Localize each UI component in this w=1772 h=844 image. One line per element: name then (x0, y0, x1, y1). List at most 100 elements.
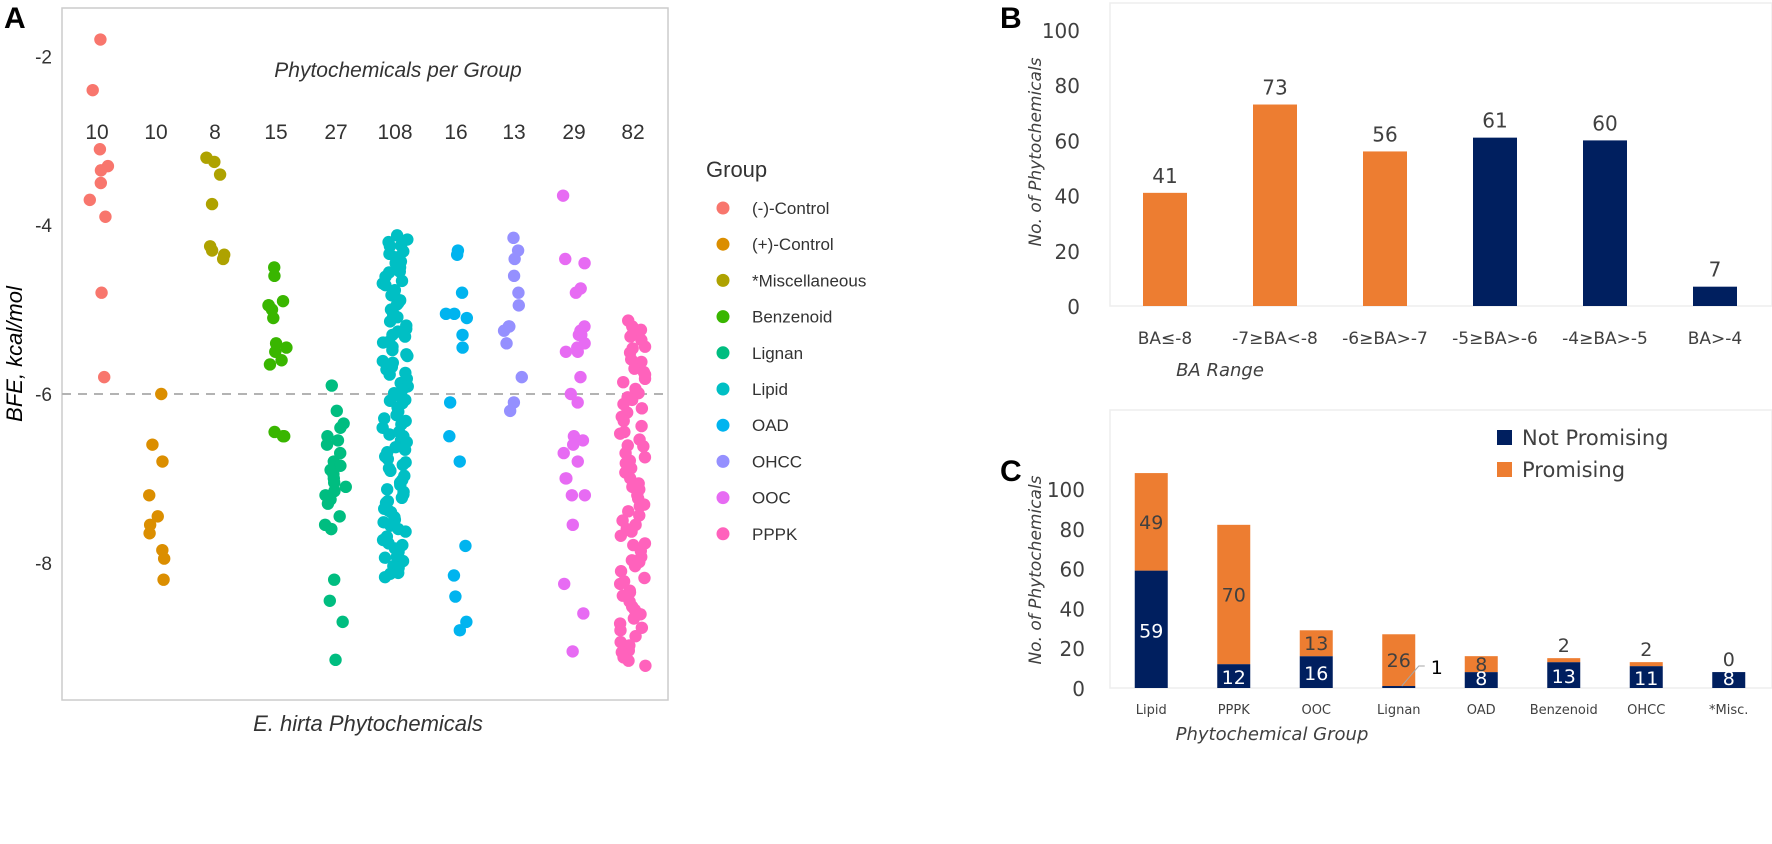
panel-c-y-axis-label: No. of Phytochemicals (1026, 475, 1046, 664)
panel-c-y-tick-label: 80 (1060, 518, 1085, 542)
panel-a-data-point (512, 286, 525, 299)
panel-c-data-label-promising: 2 (1558, 635, 1570, 657)
panel-a-data-point (383, 428, 396, 441)
panel-a-data-point (614, 565, 628, 578)
panel-a-data-point (83, 193, 96, 207)
panel-a-data-point (453, 624, 467, 637)
panel-a-data-point (334, 459, 347, 472)
panel-a-data-point (336, 615, 349, 629)
panel-a-data-point (320, 438, 334, 451)
panel-a-group-count: 27 (324, 121, 347, 144)
panel-b-y-tick-label: 20 (1055, 240, 1080, 264)
panel-a-legend-label: *Miscellaneous (752, 271, 866, 290)
panel-a-letter: A (4, 2, 26, 35)
panel-a-data-point (146, 438, 159, 451)
panel-a-data-point (396, 458, 409, 472)
panel-a-data-point (617, 414, 630, 428)
panel-a-legend-marker (716, 491, 730, 505)
panel-b-bar (1583, 140, 1627, 306)
panel-c-y-tick-label: 40 (1060, 597, 1085, 621)
panel-b-y-axis-label: No. of Phytochemicals (1026, 57, 1046, 246)
panel-a-data-point (324, 522, 338, 536)
panel-c-data-label-not-promising: 12 (1222, 667, 1246, 689)
panel-a-data-point (98, 370, 111, 384)
panel-a-data-point (276, 430, 290, 443)
panel-a-group-count: 13 (502, 121, 525, 144)
panel-a-data-point (453, 455, 466, 468)
panel-a-data-point (323, 594, 336, 607)
panel-a-data-point (208, 155, 221, 169)
panel-c-x-tick-label: Lignan (1377, 703, 1421, 718)
panel-a-data-point (557, 446, 570, 460)
panel-b-plot-frame (1109, 2, 1772, 307)
panel-a-data-point (455, 286, 469, 299)
panel-a-data-point (263, 358, 277, 371)
panel-a-data-point (558, 577, 571, 591)
panel-a-data-point (395, 274, 409, 288)
panel-a-data-point (381, 452, 395, 466)
panel-a-legend-label: (+)-Control (752, 235, 834, 254)
panel-a-data-point (94, 33, 107, 46)
panel-c-data-label-promising: 13 (1304, 633, 1328, 655)
panel-a-data-point (622, 505, 635, 518)
panel-a-data-point (386, 343, 399, 357)
panel-a-data-point (639, 659, 652, 672)
panel-a-data-point (93, 143, 107, 156)
panel-a-legend-marker (716, 201, 730, 215)
panel-a-group-count: 29 (562, 121, 585, 144)
panel-a-data-point (507, 231, 520, 245)
panel-a-legend-marker (716, 346, 730, 360)
panel-a-data-point (635, 419, 648, 433)
panel-b-bar (1143, 192, 1187, 306)
panel-a-data-point (216, 252, 230, 266)
panel-a-data-point (628, 362, 641, 375)
panel-c-data-label-not-promising: 13 (1552, 666, 1576, 688)
panel-a-data-point (556, 189, 570, 202)
panel-a-data-point (329, 653, 342, 667)
panel-a-data-point (559, 252, 572, 266)
panel-a-data-point (151, 510, 164, 523)
panel-a-data-point (205, 197, 219, 211)
panel-a-data-point (571, 455, 584, 468)
panel-a-data-point (383, 315, 397, 328)
panel-a-data-point (613, 427, 627, 440)
panel-a-data-point (99, 210, 112, 223)
panel-a-legend-label: OAD (752, 416, 789, 435)
panel-a-data-point (497, 324, 511, 337)
panel-a-data-point (508, 252, 521, 266)
panel-a-data-point (577, 607, 590, 620)
panel-a-data-point (390, 408, 403, 422)
panel-a-data-point (565, 489, 579, 502)
panel-a-data-point (460, 311, 474, 325)
panel-c-bar-not-promising (1464, 672, 1498, 688)
panel-c-y-tick-label: 20 (1060, 637, 1085, 661)
panel-a-data-point (447, 569, 461, 582)
panel-a-legend-marker (716, 273, 730, 287)
panel-a-data-point (637, 440, 650, 453)
panel-b-data-label: 41 (1152, 164, 1177, 188)
panel-a-data-point (622, 654, 635, 667)
panel-a-legend-label: (-)-Control (752, 199, 829, 218)
panel-a-y-tick-label: -4 (35, 216, 52, 237)
panel-a-group-count: 10 (144, 121, 167, 144)
panel-a-data-point (327, 573, 341, 586)
panel-a-data-point (571, 396, 584, 409)
panel-a-x-axis-label: E. hirta Phytochemicals (253, 711, 483, 736)
panel-a-data-point (401, 349, 414, 363)
panel-a-group-count: 10 (85, 121, 108, 144)
panel-c-data-label-promising: 26 (1387, 650, 1411, 672)
panel-a-data-point (333, 510, 346, 523)
panel-a-group-count: 82 (621, 121, 644, 144)
panel-a-data-point (507, 269, 521, 283)
panel-a-data-point (334, 446, 347, 460)
panel-a-legend-marker (716, 454, 730, 468)
panel-c-legend-label: Promising (1522, 458, 1625, 482)
panel-a-data-point (449, 590, 462, 603)
panel-a-group-count: 108 (377, 121, 412, 144)
panel-a-data-point (156, 455, 169, 468)
panel-a-data-point (560, 472, 573, 485)
panel-a-data-point (213, 168, 227, 181)
panel-a-data-point (393, 265, 406, 278)
panel-a-data-point (566, 518, 579, 532)
